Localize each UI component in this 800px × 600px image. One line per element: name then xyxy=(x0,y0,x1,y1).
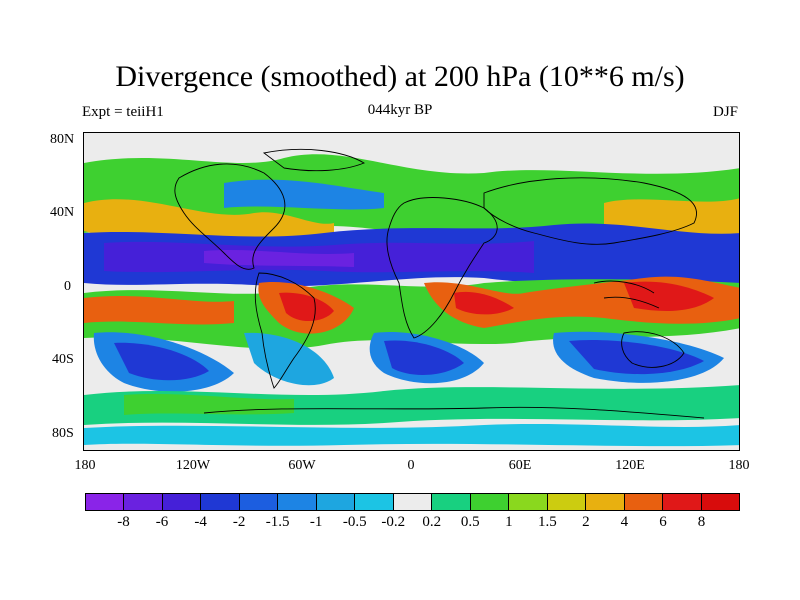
period-label: 044kyr BP xyxy=(367,102,433,118)
lon-tick-180-left: 180 xyxy=(74,458,96,473)
colorbar-box xyxy=(86,494,125,510)
colorbar-label: -1 xyxy=(309,514,323,530)
colorbar-label: 6 xyxy=(659,514,667,530)
colorbar-label: 1.5 xyxy=(537,514,557,530)
colorbar xyxy=(85,493,740,511)
colorbar-label: 2 xyxy=(582,514,590,530)
colorbar-box xyxy=(470,494,510,510)
colorbar-box xyxy=(239,494,279,510)
colorbar-label: -8 xyxy=(117,514,130,530)
colorbar-label: 0.2 xyxy=(422,514,442,530)
colorbar-label: -4 xyxy=(194,514,207,530)
colorbar-box xyxy=(278,494,317,510)
lon-tick-120e: 120E xyxy=(615,458,645,473)
colorbar-box xyxy=(663,494,702,510)
lon-tick-180-right: 180 xyxy=(728,458,750,473)
lat-tick-40s: 40S xyxy=(52,352,74,367)
colorbar-box xyxy=(701,494,739,510)
lat-tick-80n: 80N xyxy=(50,132,75,147)
colorbar-box xyxy=(547,494,587,510)
season-label: DJF xyxy=(712,104,738,120)
colorbar-box xyxy=(162,494,202,510)
lat-tick-40n: 40N xyxy=(50,205,75,220)
experiment-label: Expt = teiiH1 xyxy=(82,104,164,120)
colorbar-label: 0.5 xyxy=(460,514,480,530)
colorbar-label: -2 xyxy=(232,514,246,530)
lon-tick-0: 0 xyxy=(407,458,415,473)
lon-tick-60e: 60E xyxy=(508,458,532,473)
lon-tick-120w: 120W xyxy=(175,458,211,473)
map-title: Divergence (smoothed) at 200 hPa (10**6 … xyxy=(115,60,685,93)
colorbar-label: -6 xyxy=(155,514,169,530)
colorbar-box xyxy=(355,494,394,510)
colorbar-box xyxy=(201,494,240,510)
colorbar-label: -0.5 xyxy=(342,514,367,530)
colorbar-box xyxy=(124,494,163,510)
colorbar-box xyxy=(432,494,471,510)
colorbar-box xyxy=(393,494,433,510)
colorbar-box xyxy=(624,494,664,510)
divergence-field xyxy=(84,133,739,450)
colorbar-box xyxy=(586,494,625,510)
lat-tick-80s: 80S xyxy=(52,426,74,441)
lon-tick-60w: 60W xyxy=(288,458,316,473)
divergence-map xyxy=(83,132,740,451)
colorbar-label: -1.5 xyxy=(265,514,290,530)
colorbar-box xyxy=(316,494,356,510)
colorbar-label: 8 xyxy=(697,514,706,530)
colorbar-box xyxy=(509,494,548,510)
colorbar-label: 4 xyxy=(620,514,629,530)
colorbar-label: 1 xyxy=(505,514,513,530)
lat-tick-0: 0 xyxy=(64,279,71,294)
colorbar-label: -0.2 xyxy=(381,514,406,530)
